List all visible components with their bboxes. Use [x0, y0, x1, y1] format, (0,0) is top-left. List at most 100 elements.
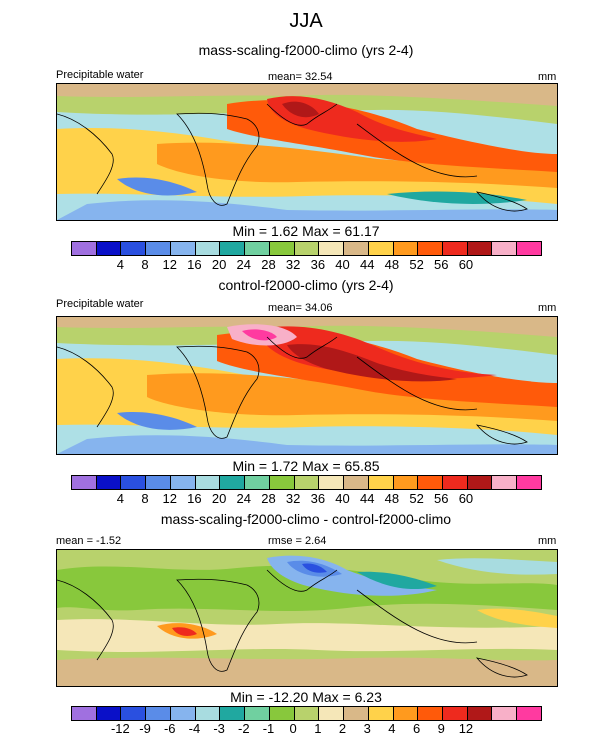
panel3-stats: Min = -12.20 Max = 6.23 [230, 689, 382, 705]
panel2-colorbar [71, 475, 542, 490]
colorbar-tick-label: -1 [262, 721, 275, 736]
colorbar-swatch [492, 707, 518, 720]
colorbar-swatch [467, 476, 493, 489]
colorbar-swatch [146, 476, 171, 489]
colorbar-tick-label: 8 [141, 257, 149, 272]
colorbar-tick-label: -9 [139, 721, 151, 736]
colorbar-swatch [368, 707, 394, 720]
colorbar-tick-label: 4 [116, 257, 124, 272]
colorbar-swatch [96, 476, 122, 489]
colorbar-tick-label: 56 [434, 257, 449, 272]
colorbar-swatch [467, 242, 493, 255]
colorbar-swatch [245, 707, 270, 720]
panel3-map [56, 549, 558, 687]
colorbar-swatch [170, 476, 196, 489]
colorbar-swatch [96, 242, 122, 255]
colorbar-swatch [368, 242, 394, 255]
colorbar-swatch [121, 476, 147, 489]
colorbar-tick-label: 36 [310, 257, 326, 272]
colorbar-tick-label: 4 [116, 491, 124, 506]
panel1-map [56, 83, 558, 221]
colorbar-swatch [418, 242, 444, 255]
colorbar-tick-label: 1 [314, 721, 322, 736]
panel1-variable-label: Precipitable water [56, 69, 144, 81]
colorbar-tick-label: 56 [434, 491, 449, 506]
colorbar-swatch [344, 707, 369, 720]
colorbar-swatch [146, 707, 171, 720]
panel3-mean-label: mean = -1.52 [56, 535, 122, 547]
colorbar-tick-label: 44 [359, 257, 375, 272]
panel2-title: control-f2000-climo (yrs 2-4) [218, 277, 394, 293]
colorbar-tick-label: 36 [310, 491, 326, 506]
colorbar-tick-label: 3 [363, 721, 371, 736]
colorbar-swatch [220, 476, 246, 489]
colorbar-tick-label: -6 [163, 721, 176, 736]
colorbar-swatch [195, 707, 221, 720]
colorbar-swatch [72, 242, 97, 255]
panel2-variable-label: Precipitable water [56, 298, 144, 310]
colorbar-swatch [121, 242, 147, 255]
colorbar-tick-label: 12 [458, 721, 474, 736]
colorbar-swatch [467, 707, 493, 720]
colorbar-tick-label: 40 [335, 491, 350, 506]
colorbar-tick-label: 12 [162, 491, 177, 506]
colorbar-swatch [220, 242, 246, 255]
colorbar-swatch [195, 476, 221, 489]
colorbar-tick-label: 8 [141, 491, 149, 506]
colorbar-swatch [170, 242, 196, 255]
colorbar-swatch [195, 242, 221, 255]
colorbar-swatch [517, 476, 541, 489]
panel1-colorbar [71, 241, 542, 256]
colorbar-swatch [393, 707, 419, 720]
colorbar-tick-label: 32 [285, 491, 301, 506]
panel1-units-label: mm [538, 71, 557, 83]
colorbar-swatch [443, 476, 468, 489]
colorbar-swatch [294, 707, 320, 720]
colorbar-tick-label: 32 [285, 257, 301, 272]
page-title: JJA [289, 10, 323, 32]
colorbar-swatch [269, 242, 295, 255]
panel2-colorbar-labels: 4 8 12 16 20 24 28 32 36 40 44 48 52 56 60 [71, 491, 540, 507]
panel1-mean-label: mean= 32.54 [268, 71, 333, 83]
colorbar-swatch [319, 242, 345, 255]
colorbar-swatch [269, 476, 295, 489]
colorbar-tick-label: 20 [211, 491, 227, 506]
colorbar-tick-label: 2 [338, 721, 347, 736]
colorbar-swatch [443, 242, 468, 255]
panel1-title: mass-scaling-f2000-climo (yrs 2-4) [198, 42, 414, 58]
colorbar-tick-label: 28 [261, 257, 276, 272]
colorbar-swatch [517, 707, 541, 720]
colorbar-tick-label: 20 [211, 257, 227, 272]
panel3-units-label: mm [538, 535, 557, 547]
colorbar-tick-label: 6 [412, 721, 421, 736]
panel3-colorbar-labels: -12 -9 -6 -4 -3 -2 -1 0 1 2 3 4 6 9 12 [71, 721, 540, 737]
panel2-map [56, 316, 558, 455]
colorbar-swatch [319, 707, 345, 720]
colorbar-tick-label: 0 [289, 721, 297, 736]
colorbar-tick-label: 40 [335, 257, 350, 272]
colorbar-swatch [269, 707, 295, 720]
colorbar-tick-label: -2 [238, 721, 250, 736]
colorbar-swatch [245, 476, 270, 489]
colorbar-tick-label: 48 [384, 491, 400, 506]
panel3-title: mass-scaling-f2000-climo - control-f2000… [160, 511, 452, 527]
colorbar-swatch [294, 242, 320, 255]
colorbar-swatch [517, 242, 541, 255]
colorbar-swatch [170, 707, 196, 720]
colorbar-swatch [121, 707, 147, 720]
colorbar-swatch [319, 476, 345, 489]
colorbar-swatch [294, 476, 320, 489]
colorbar-tick-label: 24 [236, 257, 252, 272]
colorbar-swatch [72, 476, 97, 489]
colorbar-swatch [344, 242, 369, 255]
colorbar-tick-label: 4 [388, 721, 396, 736]
panel1-stats: Min = 1.62 Max = 61.17 [232, 223, 380, 239]
colorbar-swatch [492, 242, 518, 255]
colorbar-swatch [72, 707, 97, 720]
colorbar-tick-label: 48 [384, 257, 400, 272]
colorbar-swatch [418, 476, 444, 489]
colorbar-swatch [96, 707, 122, 720]
colorbar-tick-label: 12 [162, 257, 177, 272]
panel3-rmse-label: rmse = 2.64 [268, 535, 327, 547]
colorbar-tick-label: 9 [437, 721, 445, 736]
